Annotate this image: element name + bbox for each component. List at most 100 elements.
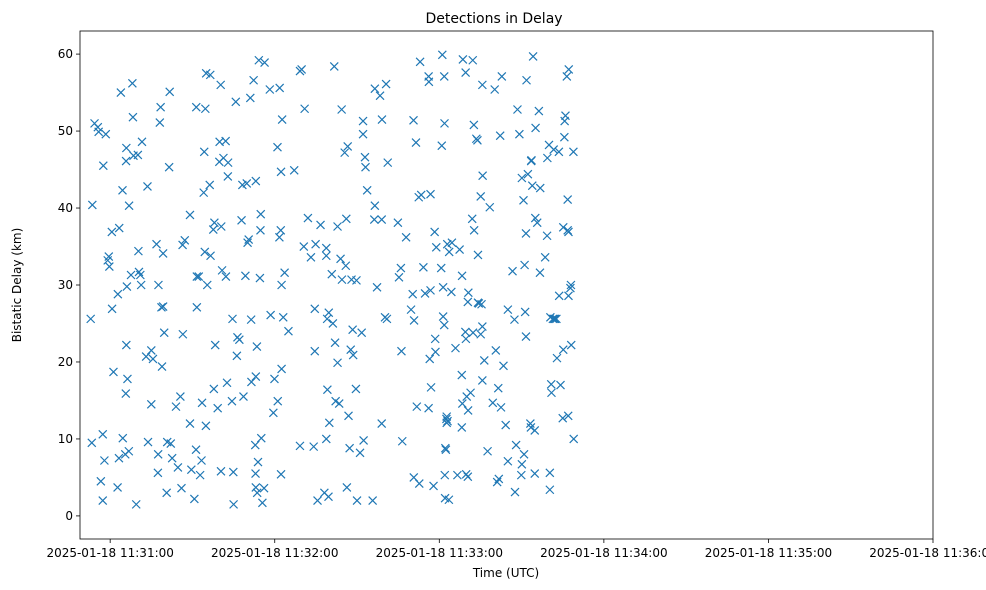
data-point <box>463 406 473 415</box>
data-point <box>87 438 97 448</box>
data-point <box>494 474 504 484</box>
data-point <box>530 213 540 223</box>
y-tick-label: 0 <box>65 509 73 523</box>
data-point <box>348 350 358 360</box>
data-point <box>409 315 419 325</box>
data-point <box>559 132 569 142</box>
data-point <box>216 466 226 476</box>
data-point <box>273 142 282 152</box>
data-point <box>490 85 500 94</box>
data-point <box>491 345 501 355</box>
data-point <box>257 498 267 508</box>
data-point <box>397 436 407 446</box>
data-point <box>396 263 406 273</box>
data-point <box>359 436 369 445</box>
data-point <box>191 102 201 112</box>
data-point <box>527 181 537 191</box>
axis-ticks: 2025-01-18 11:31:00 2025-01-18 11:32:00 20… <box>46 47 986 560</box>
data-point <box>126 270 136 280</box>
data-point <box>463 288 473 298</box>
data-point <box>155 118 165 128</box>
data-point <box>478 171 488 181</box>
data-point <box>221 136 231 146</box>
data-point <box>440 443 450 453</box>
data-point <box>340 148 350 158</box>
data-point <box>86 314 96 324</box>
data-point <box>277 364 287 374</box>
data-point <box>532 218 542 228</box>
data-point <box>519 195 528 205</box>
data-point <box>206 251 215 261</box>
data-point <box>521 229 531 238</box>
data-point <box>430 334 440 344</box>
data-point <box>510 315 519 325</box>
data-point <box>372 282 382 292</box>
data-point <box>467 214 477 224</box>
data-point <box>205 70 215 80</box>
data-point <box>479 356 489 365</box>
data-point <box>377 115 387 124</box>
data-point <box>558 345 568 355</box>
data-point <box>256 225 265 235</box>
data-point <box>246 315 256 325</box>
data-point <box>328 319 338 328</box>
data-point <box>329 61 339 71</box>
data-point <box>180 235 190 245</box>
data-point <box>246 377 256 387</box>
data-point <box>153 468 163 478</box>
data-point <box>547 388 556 398</box>
data-point <box>229 499 239 509</box>
data-point <box>148 354 158 364</box>
data-point <box>133 246 143 256</box>
data-point <box>185 419 195 428</box>
data-point <box>370 201 380 211</box>
data-point <box>342 483 352 492</box>
data-point <box>213 403 223 413</box>
y-tick-label: 30 <box>58 278 73 292</box>
data-point <box>554 147 564 157</box>
data-point <box>231 97 241 107</box>
data-point <box>221 272 231 281</box>
data-point <box>113 289 123 299</box>
y-tick-label: 40 <box>58 201 73 215</box>
data-point <box>240 271 250 281</box>
data-point <box>228 314 237 324</box>
chart-title: Detections in Delay <box>425 11 562 27</box>
data-point <box>437 141 447 151</box>
data-point <box>128 112 138 122</box>
data-point <box>473 250 483 260</box>
data-point <box>321 243 331 253</box>
data-point <box>527 155 536 165</box>
data-point <box>234 335 244 345</box>
data-point <box>274 232 284 242</box>
data-point <box>116 88 126 98</box>
data-point <box>542 153 552 163</box>
data-point <box>131 499 141 509</box>
data-point <box>503 305 513 315</box>
data-point <box>545 485 555 495</box>
data-point <box>562 71 572 81</box>
data-point <box>254 55 264 65</box>
data-point <box>177 483 186 493</box>
data-point <box>341 214 351 224</box>
data-point <box>124 201 134 211</box>
y-tick-label: 20 <box>58 355 73 369</box>
data-point <box>461 334 471 344</box>
data-point <box>124 446 134 456</box>
data-point <box>159 328 169 338</box>
data-point <box>276 167 286 177</box>
data-point <box>289 165 299 175</box>
data-point <box>495 131 505 141</box>
data-point <box>167 453 177 463</box>
data-point <box>189 494 199 504</box>
data-point <box>192 272 202 281</box>
data-point <box>171 402 181 412</box>
data-point <box>141 352 151 362</box>
data-point <box>418 262 428 272</box>
data-point <box>436 263 446 273</box>
data-point <box>245 93 255 103</box>
data-point <box>275 83 285 93</box>
data-point <box>277 280 287 290</box>
data-point <box>352 496 362 505</box>
data-point <box>442 239 452 249</box>
